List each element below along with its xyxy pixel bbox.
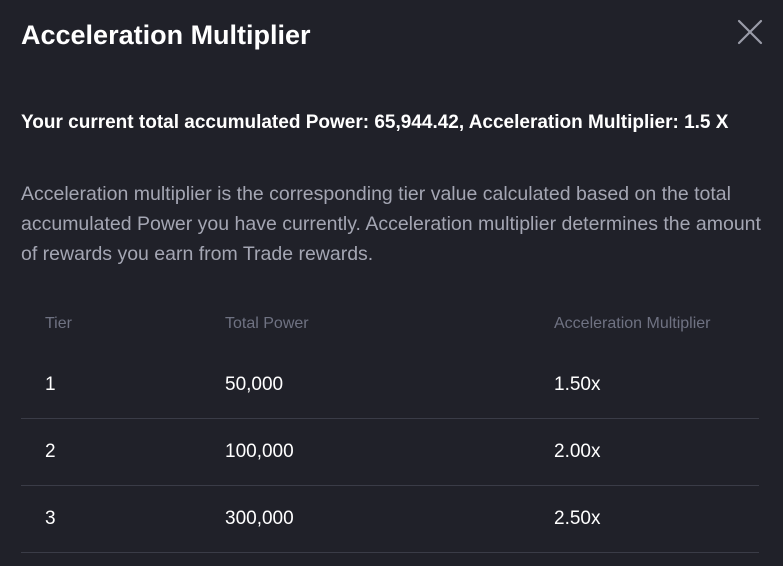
cell-tier: 1 [45, 374, 56, 395]
header-tier: Tier [45, 315, 72, 332]
cell-multiplier: 2.00x [554, 441, 601, 462]
modal-title: Acceleration Multiplier [21, 20, 311, 50]
cell-tier: 2 [45, 441, 56, 462]
current-power-summary: Your current total accumulated Power: 65… [21, 112, 729, 133]
cell-total-power: 300,000 [225, 508, 294, 529]
header-total-power: Total Power [225, 315, 309, 332]
table-row: 1 50,000 1.50x [21, 352, 759, 419]
close-button[interactable] [735, 17, 765, 47]
table-row: 2 100,000 2.00x [21, 419, 759, 486]
cell-multiplier: 2.50x [554, 508, 601, 529]
table-header-row: Tier Total Power Acceleration Multiplier [21, 296, 759, 352]
close-icon [737, 19, 763, 45]
table-row: 3 300,000 2.50x [21, 486, 759, 553]
header-acceleration-multiplier: Acceleration Multiplier [554, 315, 711, 332]
cell-total-power: 50,000 [225, 374, 284, 395]
multiplier-description: Acceleration multiplier is the correspon… [21, 183, 761, 265]
cell-total-power: 100,000 [225, 441, 294, 462]
cell-multiplier: 1.50x [554, 374, 601, 395]
cell-tier: 3 [45, 508, 56, 529]
tier-table: Tier Total Power Acceleration Multiplier… [21, 296, 759, 553]
